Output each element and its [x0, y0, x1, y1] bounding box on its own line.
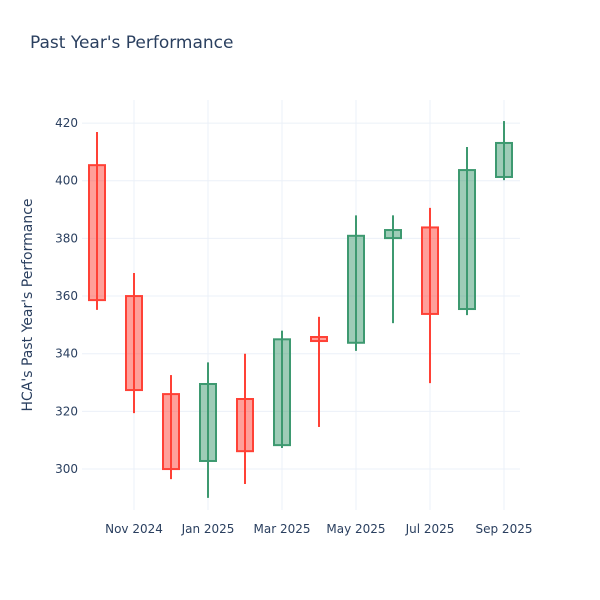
- y-tick-label: 400: [55, 174, 78, 188]
- candle-body-increasing: [384, 229, 402, 240]
- x-tick-label: May 2025: [326, 522, 385, 536]
- candle-body-increasing: [495, 141, 513, 178]
- x-tick-label: Mar 2025: [254, 522, 311, 536]
- candle-body-increasing: [347, 234, 365, 344]
- y-tick-label: 420: [55, 116, 78, 130]
- candle-body-decreasing: [162, 393, 180, 471]
- y-tick-label: 320: [55, 404, 78, 418]
- x-tick-label: Sep 2025: [476, 522, 533, 536]
- x-tick-label: Nov 2024: [105, 522, 163, 536]
- candle-body-decreasing: [236, 397, 254, 453]
- x-tick-label: Jul 2025: [405, 522, 455, 536]
- x-tick-label: Jan 2025: [181, 522, 235, 536]
- candle-body-decreasing: [88, 164, 106, 302]
- y-tick-label: 300: [55, 462, 78, 476]
- candle-body-increasing: [458, 169, 476, 311]
- candle-body-increasing: [199, 383, 217, 462]
- y-axis-title: HCA's Past Year's Performance: [20, 198, 36, 411]
- y-tick-label: 340: [55, 347, 78, 361]
- candle-body-decreasing: [421, 226, 439, 315]
- candle-body-increasing: [273, 338, 291, 447]
- candle-body-decreasing: [125, 295, 143, 392]
- chart-title: Past Year's Performance: [30, 33, 234, 53]
- y-tick-label: 380: [55, 231, 78, 245]
- candle-body-decreasing: [310, 336, 328, 343]
- y-tick-label: 360: [55, 289, 78, 303]
